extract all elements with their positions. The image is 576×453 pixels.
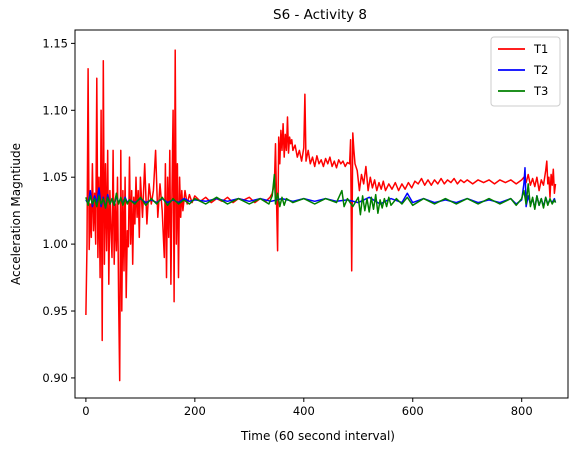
x-axis: 0 200 400 600 800 — [82, 398, 533, 418]
legend-label-t2: T2 — [533, 63, 548, 77]
x-axis-label: Time (60 second interval) — [240, 429, 395, 443]
legend-label-t1: T1 — [533, 42, 548, 56]
y-tick-label: 0.90 — [42, 371, 68, 385]
series-line-t1 — [85, 49, 557, 382]
y-tick-label: 1.15 — [42, 36, 68, 50]
y-tick-label: 0.95 — [42, 304, 68, 318]
x-tick-label: 0 — [82, 404, 89, 418]
x-tick-label: 200 — [184, 404, 206, 418]
y-axis-label: Acceleration Magntiude — [9, 143, 23, 285]
x-tick-label: 400 — [293, 404, 315, 418]
chart-title: S6 - Activity 8 — [273, 7, 367, 23]
x-tick-label: 600 — [402, 404, 424, 418]
plot-frame — [74, 29, 569, 399]
y-tick-label: 1.00 — [42, 237, 68, 251]
series-line-t3 — [85, 173, 557, 216]
legend-box — [490, 36, 561, 107]
x-tick-label: 800 — [511, 404, 533, 418]
y-axis: 0.90 0.95 1.00 1.05 1.10 1.15 — [42, 36, 75, 385]
y-tick-label: 1.05 — [42, 170, 68, 184]
legend: T1 T2 T3 — [490, 36, 561, 107]
series-layer — [85, 49, 557, 382]
legend-label-t3: T3 — [533, 84, 548, 98]
y-tick-label: 1.10 — [42, 103, 68, 117]
